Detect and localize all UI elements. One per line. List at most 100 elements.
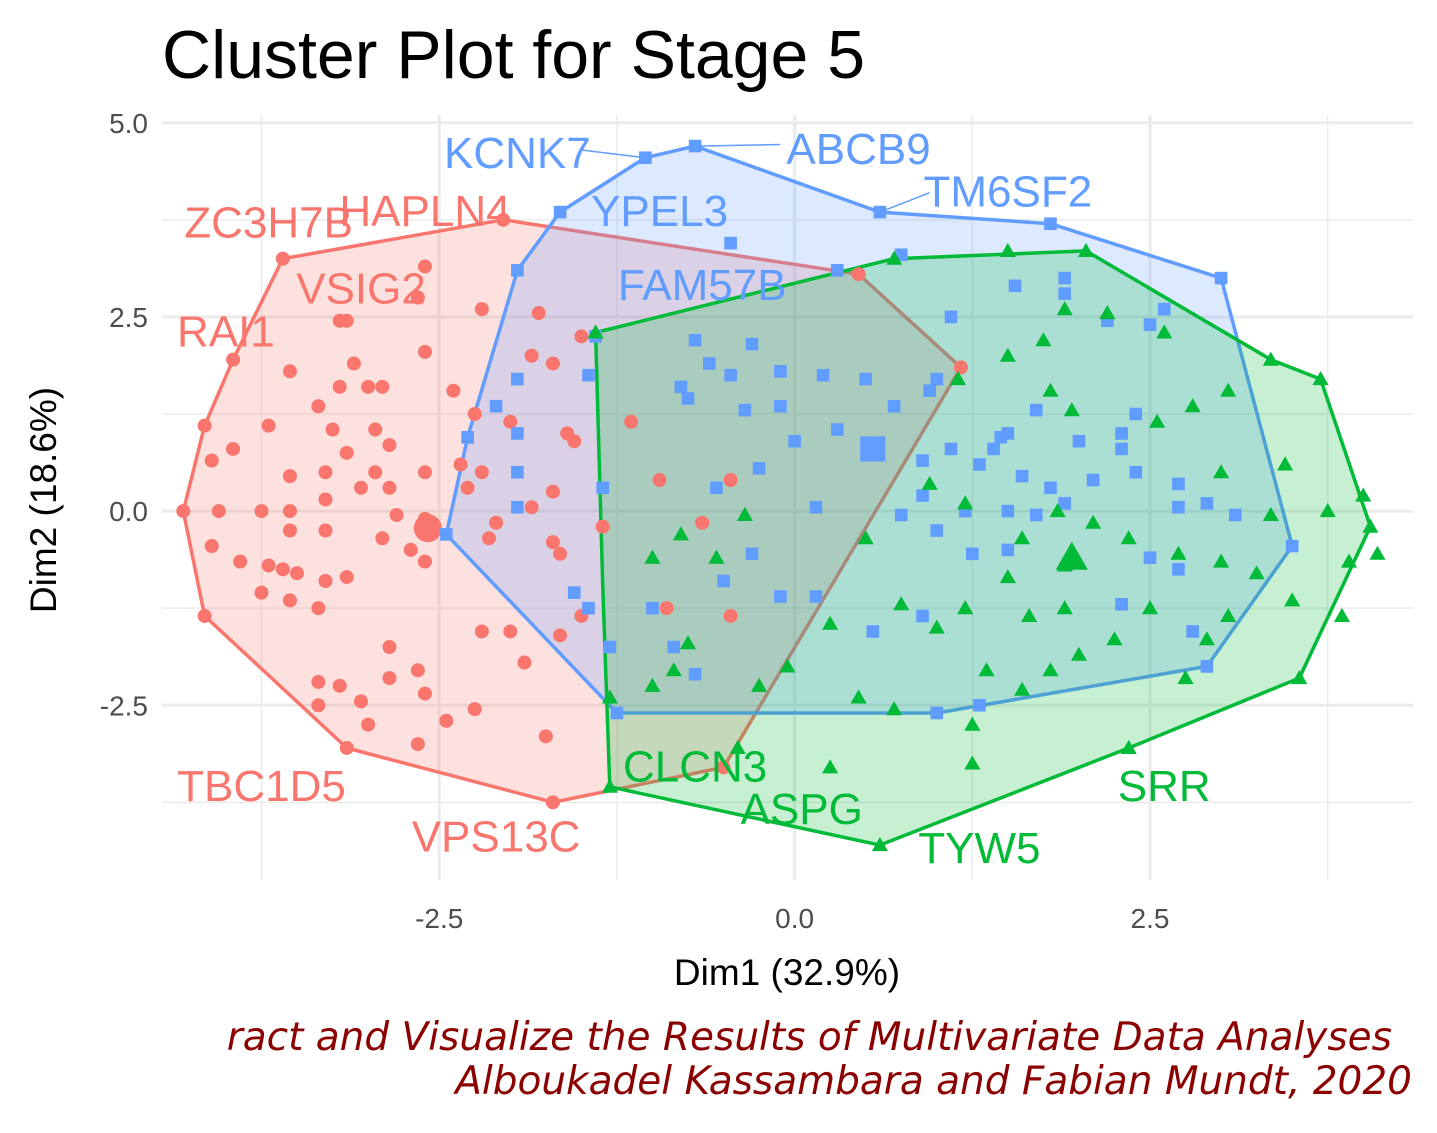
cluster-3-point — [957, 600, 974, 615]
cluster-2-point — [887, 399, 901, 413]
chart-title: Cluster Plot for Stage 5 — [162, 17, 865, 93]
cluster-3-point — [1369, 545, 1386, 560]
cluster-2-point — [511, 372, 524, 386]
cluster-1-point — [695, 515, 710, 530]
cluster-3-point — [1262, 506, 1279, 521]
cluster-3-point — [1291, 670, 1308, 685]
cluster-1-point — [545, 535, 560, 550]
cluster-2-point — [830, 264, 844, 277]
cluster-2-point — [1200, 497, 1214, 510]
cluster-2-point — [639, 151, 652, 165]
cluster-2-point — [944, 442, 958, 456]
cluster-1-point — [851, 267, 866, 282]
cluster-2-point — [1058, 497, 1072, 510]
caption-line-2: Alboukadel Kassambara and Fabian Mundt, … — [452, 1059, 1412, 1104]
cluster-2-point — [916, 609, 929, 623]
cluster-3-point — [1355, 487, 1372, 502]
cluster-2-point — [1008, 279, 1022, 293]
cluster-2-point — [944, 310, 958, 324]
cluster-1-point — [204, 539, 219, 554]
cluster-2-point — [966, 547, 979, 561]
cluster-2-point — [923, 384, 936, 398]
cluster-2-point — [710, 481, 723, 495]
point-label: RAI1 — [177, 307, 275, 356]
cluster-1-point — [339, 313, 354, 328]
cluster-3-point — [672, 526, 689, 541]
y-tick-label: -2.5 — [100, 690, 148, 721]
axes: -2.5 0.0 2.5 -2.5 0.0 2.5 5.0 — [100, 108, 1170, 934]
cluster-2-point — [1015, 469, 1029, 483]
label-leaders — [581, 143, 930, 213]
cluster-1-point — [474, 624, 489, 639]
cluster-3-point — [1213, 553, 1230, 568]
cluster-1-point — [474, 302, 489, 317]
cluster-3-point — [957, 495, 974, 510]
cluster-1-point — [410, 737, 425, 752]
cluster-3-point — [999, 242, 1016, 257]
cluster-3-hull — [593, 249, 1373, 847]
cluster-2-point — [1157, 302, 1171, 316]
cluster-3-point — [964, 716, 981, 731]
cluster-3-point — [1063, 402, 1080, 417]
cluster-2-point — [973, 698, 986, 712]
cluster-2-point — [1143, 551, 1157, 564]
x-axis-title: Dim1 (32.9%) — [674, 952, 900, 993]
cluster-1-point — [354, 694, 369, 709]
cluster-2-point — [681, 392, 695, 405]
cluster-3-point — [751, 677, 768, 692]
cluster-3-point — [857, 530, 874, 545]
cluster-2-point — [1058, 287, 1072, 300]
cluster-2-point — [987, 442, 1000, 456]
cluster-1-point — [467, 702, 482, 717]
cluster-3-point — [1099, 305, 1116, 320]
cluster-2-point — [1044, 481, 1057, 495]
cluster-2-point — [553, 205, 567, 219]
cluster-2-point — [1129, 407, 1143, 421]
cluster-2-point — [511, 264, 524, 277]
cluster-2-point — [461, 431, 474, 444]
cluster-3-point — [1198, 631, 1215, 646]
cluster-1-point — [574, 329, 589, 344]
cluster-2-point — [674, 380, 688, 394]
cluster-1-centroid — [413, 514, 442, 543]
cluster-2-point — [916, 454, 929, 467]
cluster-3-point — [679, 635, 696, 650]
cluster-3-point — [729, 739, 746, 754]
point-label: YPEL3 — [591, 187, 728, 236]
cluster-2-point — [1029, 403, 1043, 417]
cluster-3-point — [850, 689, 867, 704]
cluster-1-point — [204, 453, 219, 468]
cluster-3-point — [1078, 242, 1095, 257]
cluster-1-point — [503, 414, 518, 429]
cluster-2-point — [859, 372, 872, 386]
cluster-3-point — [964, 755, 981, 770]
cluster-2-point — [667, 640, 681, 654]
cluster-1-point — [517, 655, 532, 670]
cluster-1-point — [311, 674, 326, 689]
cluster-1-point — [325, 422, 340, 437]
cluster-1-point — [524, 348, 539, 363]
cluster-1-point — [503, 624, 518, 639]
cluster-2-point — [646, 601, 659, 615]
caption-line-1: ract and Visualize the Results of Multiv… — [227, 1015, 1392, 1060]
cluster-1-point — [538, 729, 553, 744]
point-label: TBC1D5 — [177, 762, 346, 811]
cluster-2-point — [688, 333, 702, 347]
cluster-3-point — [1035, 332, 1052, 347]
cluster-3-point — [779, 658, 796, 673]
cluster-1-point — [226, 441, 241, 456]
cluster-2-point — [1229, 508, 1242, 522]
cluster-1-point — [254, 585, 269, 600]
cluster-1-point — [553, 546, 568, 561]
cluster-2-point — [752, 462, 766, 475]
cluster-2-point — [1186, 625, 1199, 638]
cluster-1-point — [624, 414, 639, 429]
cluster-1-point — [368, 422, 383, 437]
cluster-3-point — [644, 677, 661, 692]
grid — [162, 115, 1413, 880]
cluster-1-point — [361, 717, 376, 732]
cluster-3-point — [1312, 371, 1329, 386]
data-points — [176, 139, 1386, 852]
cluster-1-point — [339, 740, 354, 755]
